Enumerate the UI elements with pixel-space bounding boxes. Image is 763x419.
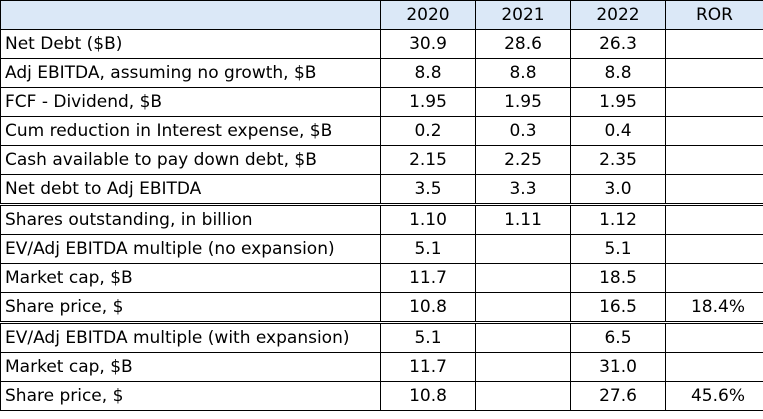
row-label: Cash available to pay down debt, $B bbox=[0, 145, 381, 175]
table-row: Cum reduction in Interest expense, $B 0.… bbox=[0, 116, 763, 146]
cell-ror bbox=[665, 58, 763, 88]
cell-2020: 1.95 bbox=[380, 87, 476, 117]
cell-2020: 11.7 bbox=[380, 352, 476, 382]
row-label: Net debt to Adj EBITDA bbox=[0, 174, 381, 205]
cell-2021 bbox=[475, 292, 571, 323]
table-row: Market cap, $B 11.7 31.0 bbox=[0, 352, 763, 382]
row-label: Cum reduction in Interest expense, $B bbox=[0, 116, 381, 146]
cell-ror bbox=[665, 234, 763, 264]
cell-2021: 28.6 bbox=[475, 29, 571, 59]
cell-2022: 16.5 bbox=[570, 292, 666, 323]
cell-ror bbox=[665, 29, 763, 59]
header-label-cell bbox=[0, 0, 381, 30]
cell-ror bbox=[665, 145, 763, 175]
cell-2021: 1.95 bbox=[475, 87, 571, 117]
header-row: 2020 2021 2022 ROR bbox=[0, 0, 763, 30]
header-year-2020: 2020 bbox=[380, 0, 476, 30]
row-label: Adj EBITDA, assuming no growth, $B bbox=[0, 58, 381, 88]
cell-2021 bbox=[475, 263, 571, 293]
cell-2021: 0.3 bbox=[475, 116, 571, 146]
cell-2020: 0.2 bbox=[380, 116, 476, 146]
row-label: Market cap, $B bbox=[0, 263, 381, 293]
cell-2020: 30.9 bbox=[380, 29, 476, 59]
cell-2021: 8.8 bbox=[475, 58, 571, 88]
cell-2020: 1.10 bbox=[380, 203, 476, 235]
cell-2020: 8.8 bbox=[380, 58, 476, 88]
row-label: FCF - Dividend, $B bbox=[0, 87, 381, 117]
table-row: Net debt to Adj EBITDA 3.5 3.3 3.0 bbox=[0, 174, 763, 205]
table-row: Market cap, $B 11.7 18.5 bbox=[0, 263, 763, 293]
cell-2020: 10.8 bbox=[380, 292, 476, 323]
cell-ror bbox=[665, 87, 763, 117]
cell-2022: 5.1 bbox=[570, 234, 666, 264]
table-row: EV/Adj EBITDA multiple (no expansion) 5.… bbox=[0, 234, 763, 264]
cell-2022: 18.5 bbox=[570, 263, 666, 293]
cell-2020: 2.15 bbox=[380, 145, 476, 175]
cell-ror bbox=[665, 116, 763, 146]
table-row: EV/Adj EBITDA multiple (with expansion) … bbox=[0, 321, 763, 353]
cell-ror bbox=[665, 321, 763, 353]
cell-2021 bbox=[475, 381, 571, 411]
row-label: Net Debt ($B) bbox=[0, 29, 381, 59]
cell-2020: 11.7 bbox=[380, 263, 476, 293]
cell-2021: 3.3 bbox=[475, 174, 571, 205]
row-label: Share price, $ bbox=[0, 292, 381, 323]
cell-2022: 8.8 bbox=[570, 58, 666, 88]
cell-ror bbox=[665, 174, 763, 205]
cell-2021 bbox=[475, 321, 571, 353]
header-year-2021: 2021 bbox=[475, 0, 571, 30]
cell-ror: 45.6% bbox=[665, 381, 763, 411]
header-ror: ROR bbox=[665, 0, 763, 30]
table-row: Cash available to pay down debt, $B 2.15… bbox=[0, 145, 763, 175]
cell-2022: 2.35 bbox=[570, 145, 666, 175]
table-row: FCF - Dividend, $B 1.95 1.95 1.95 bbox=[0, 87, 763, 117]
row-label: Share price, $ bbox=[0, 381, 381, 411]
cell-ror: 18.4% bbox=[665, 292, 763, 323]
table-row: Adj EBITDA, assuming no growth, $B 8.8 8… bbox=[0, 58, 763, 88]
cell-2022: 3.0 bbox=[570, 174, 666, 205]
cell-2020: 10.8 bbox=[380, 381, 476, 411]
cell-2020: 3.5 bbox=[380, 174, 476, 205]
cell-ror bbox=[665, 263, 763, 293]
row-label: Shares outstanding, in billion bbox=[0, 203, 381, 235]
table-row: Share price, $ 10.8 16.5 18.4% bbox=[0, 292, 763, 323]
cell-ror bbox=[665, 203, 763, 235]
cell-2022: 1.95 bbox=[570, 87, 666, 117]
cell-2022: 26.3 bbox=[570, 29, 666, 59]
cell-2021 bbox=[475, 352, 571, 382]
cell-2022: 31.0 bbox=[570, 352, 666, 382]
table-row: Share price, $ 10.8 27.6 45.6% bbox=[0, 381, 763, 411]
row-label: Market cap, $B bbox=[0, 352, 381, 382]
table-row: Shares outstanding, in billion 1.10 1.11… bbox=[0, 203, 763, 235]
row-label: EV/Adj EBITDA multiple (with expansion) bbox=[0, 321, 381, 353]
cell-2022: 1.12 bbox=[570, 203, 666, 235]
cell-2022: 27.6 bbox=[570, 381, 666, 411]
cell-2021: 1.11 bbox=[475, 203, 571, 235]
cell-2022: 0.4 bbox=[570, 116, 666, 146]
cell-2021 bbox=[475, 234, 571, 264]
cell-2020: 5.1 bbox=[380, 234, 476, 264]
cell-2021: 2.25 bbox=[475, 145, 571, 175]
table-row: Net Debt ($B) 30.9 28.6 26.3 bbox=[0, 29, 763, 59]
row-label: EV/Adj EBITDA multiple (no expansion) bbox=[0, 234, 381, 264]
cell-ror bbox=[665, 352, 763, 382]
header-year-2022: 2022 bbox=[570, 0, 666, 30]
cell-2022: 6.5 bbox=[570, 321, 666, 353]
cell-2020: 5.1 bbox=[380, 321, 476, 353]
